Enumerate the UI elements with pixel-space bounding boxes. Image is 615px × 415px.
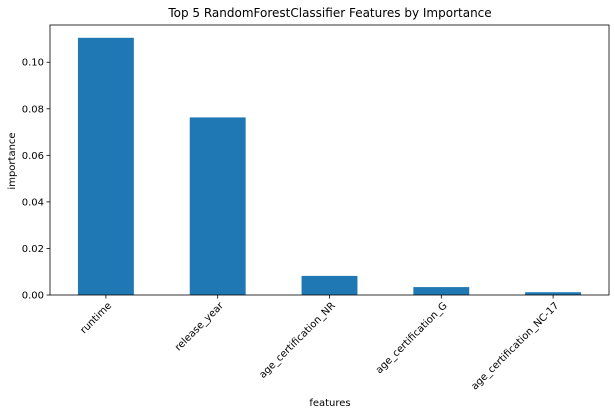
- bar-runtime: [77, 37, 134, 296]
- bar-age_certification_G: [413, 287, 470, 295]
- y-axis-ticks: 0.00 0.02 0.04 0.06 0.08 0.10: [22, 58, 50, 302]
- y-tick-label: 0.10: [22, 58, 44, 69]
- y-axis-label: importance: [7, 132, 18, 189]
- bar-age_certification_NR: [301, 275, 358, 295]
- x-axis-label: features: [309, 398, 350, 409]
- y-tick-label: 0.00: [22, 291, 44, 302]
- y-tick-label: 0.04: [22, 197, 44, 208]
- chart-title: Top 5 RandomForestClassifier Features by…: [167, 6, 491, 20]
- plot-frame: [49, 24, 610, 296]
- bar-age_certification_NC-17: [525, 292, 582, 295]
- y-tick-label: 0.08: [22, 104, 44, 115]
- bar-release_year: [189, 117, 246, 295]
- y-tick-label: 0.02: [22, 244, 44, 255]
- bars-layer: [77, 37, 582, 296]
- y-tick-label: 0.06: [22, 151, 44, 162]
